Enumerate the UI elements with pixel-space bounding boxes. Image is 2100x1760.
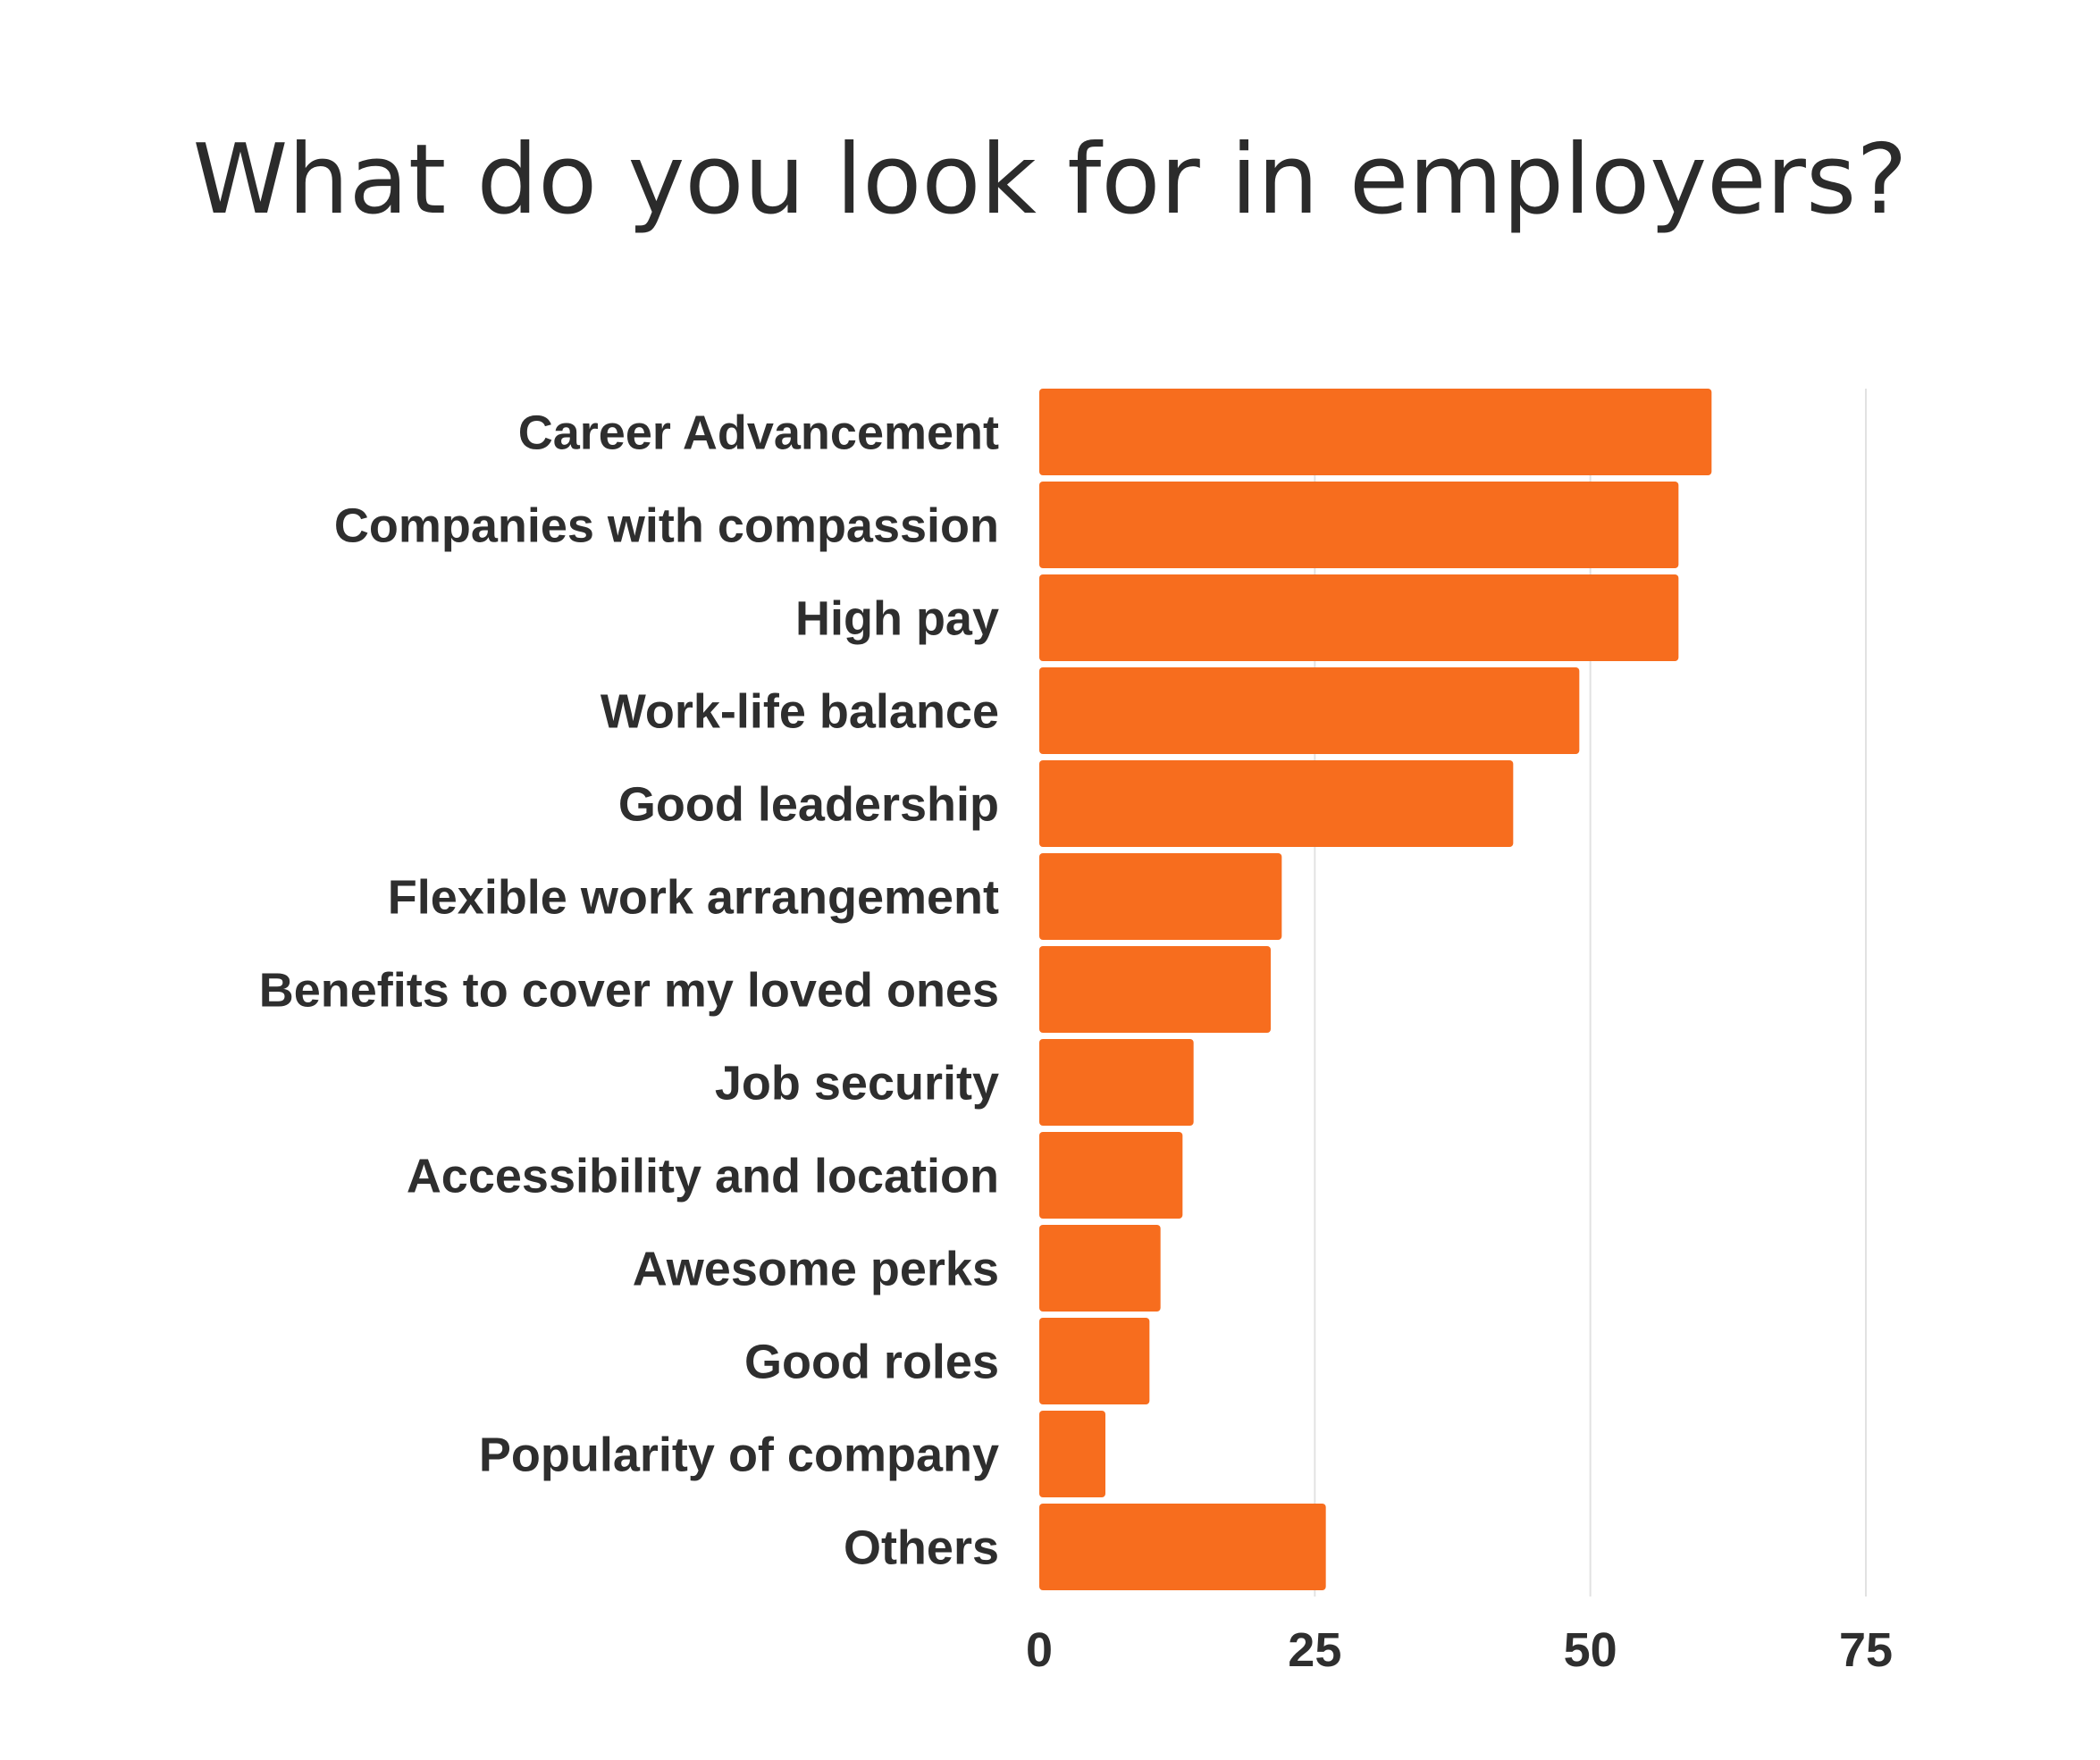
category-label: Popularity of company <box>479 1429 999 1482</box>
category-labels: Career Advancement Companies with compass… <box>259 406 999 1575</box>
category-label: Flexible work arrangement <box>388 871 999 925</box>
bar <box>1039 760 1514 847</box>
chart-title: What do you look for in employers? <box>192 124 1907 236</box>
category-label: Work-life balance <box>601 685 999 739</box>
category-label: Benefits to cover my loved ones <box>259 964 999 1018</box>
bar <box>1039 482 1679 568</box>
category-label: Accessibility and location <box>407 1150 999 1203</box>
x-axis-ticks: 0 25 50 75 <box>1026 1623 1893 1677</box>
category-label: Awesome perks <box>633 1243 999 1296</box>
bar <box>1039 853 1282 940</box>
category-label: Career Advancement <box>518 406 999 460</box>
bar <box>1039 1504 1326 1590</box>
bar <box>1039 1132 1183 1219</box>
category-label: Job security <box>715 1057 999 1110</box>
bar <box>1039 389 1712 475</box>
bar <box>1039 1039 1194 1126</box>
bar <box>1039 574 1679 661</box>
category-label: Companies with compassion <box>334 499 999 553</box>
gridlines <box>1314 389 1867 1597</box>
x-tick-label: 75 <box>1839 1623 1893 1677</box>
category-label: Others <box>844 1521 999 1575</box>
bar <box>1039 1411 1105 1497</box>
bars <box>1039 389 1712 1590</box>
category-label: Good leadership <box>618 778 999 832</box>
x-tick-label: 50 <box>1564 1623 1617 1677</box>
category-label: Good roles <box>744 1336 999 1389</box>
bar <box>1039 946 1271 1033</box>
bar <box>1039 1318 1150 1404</box>
bar <box>1039 1225 1161 1312</box>
x-tick-label: 25 <box>1288 1623 1341 1677</box>
x-tick-label: 0 <box>1026 1623 1053 1677</box>
bar <box>1039 667 1580 754</box>
category-label: High pay <box>795 592 999 646</box>
